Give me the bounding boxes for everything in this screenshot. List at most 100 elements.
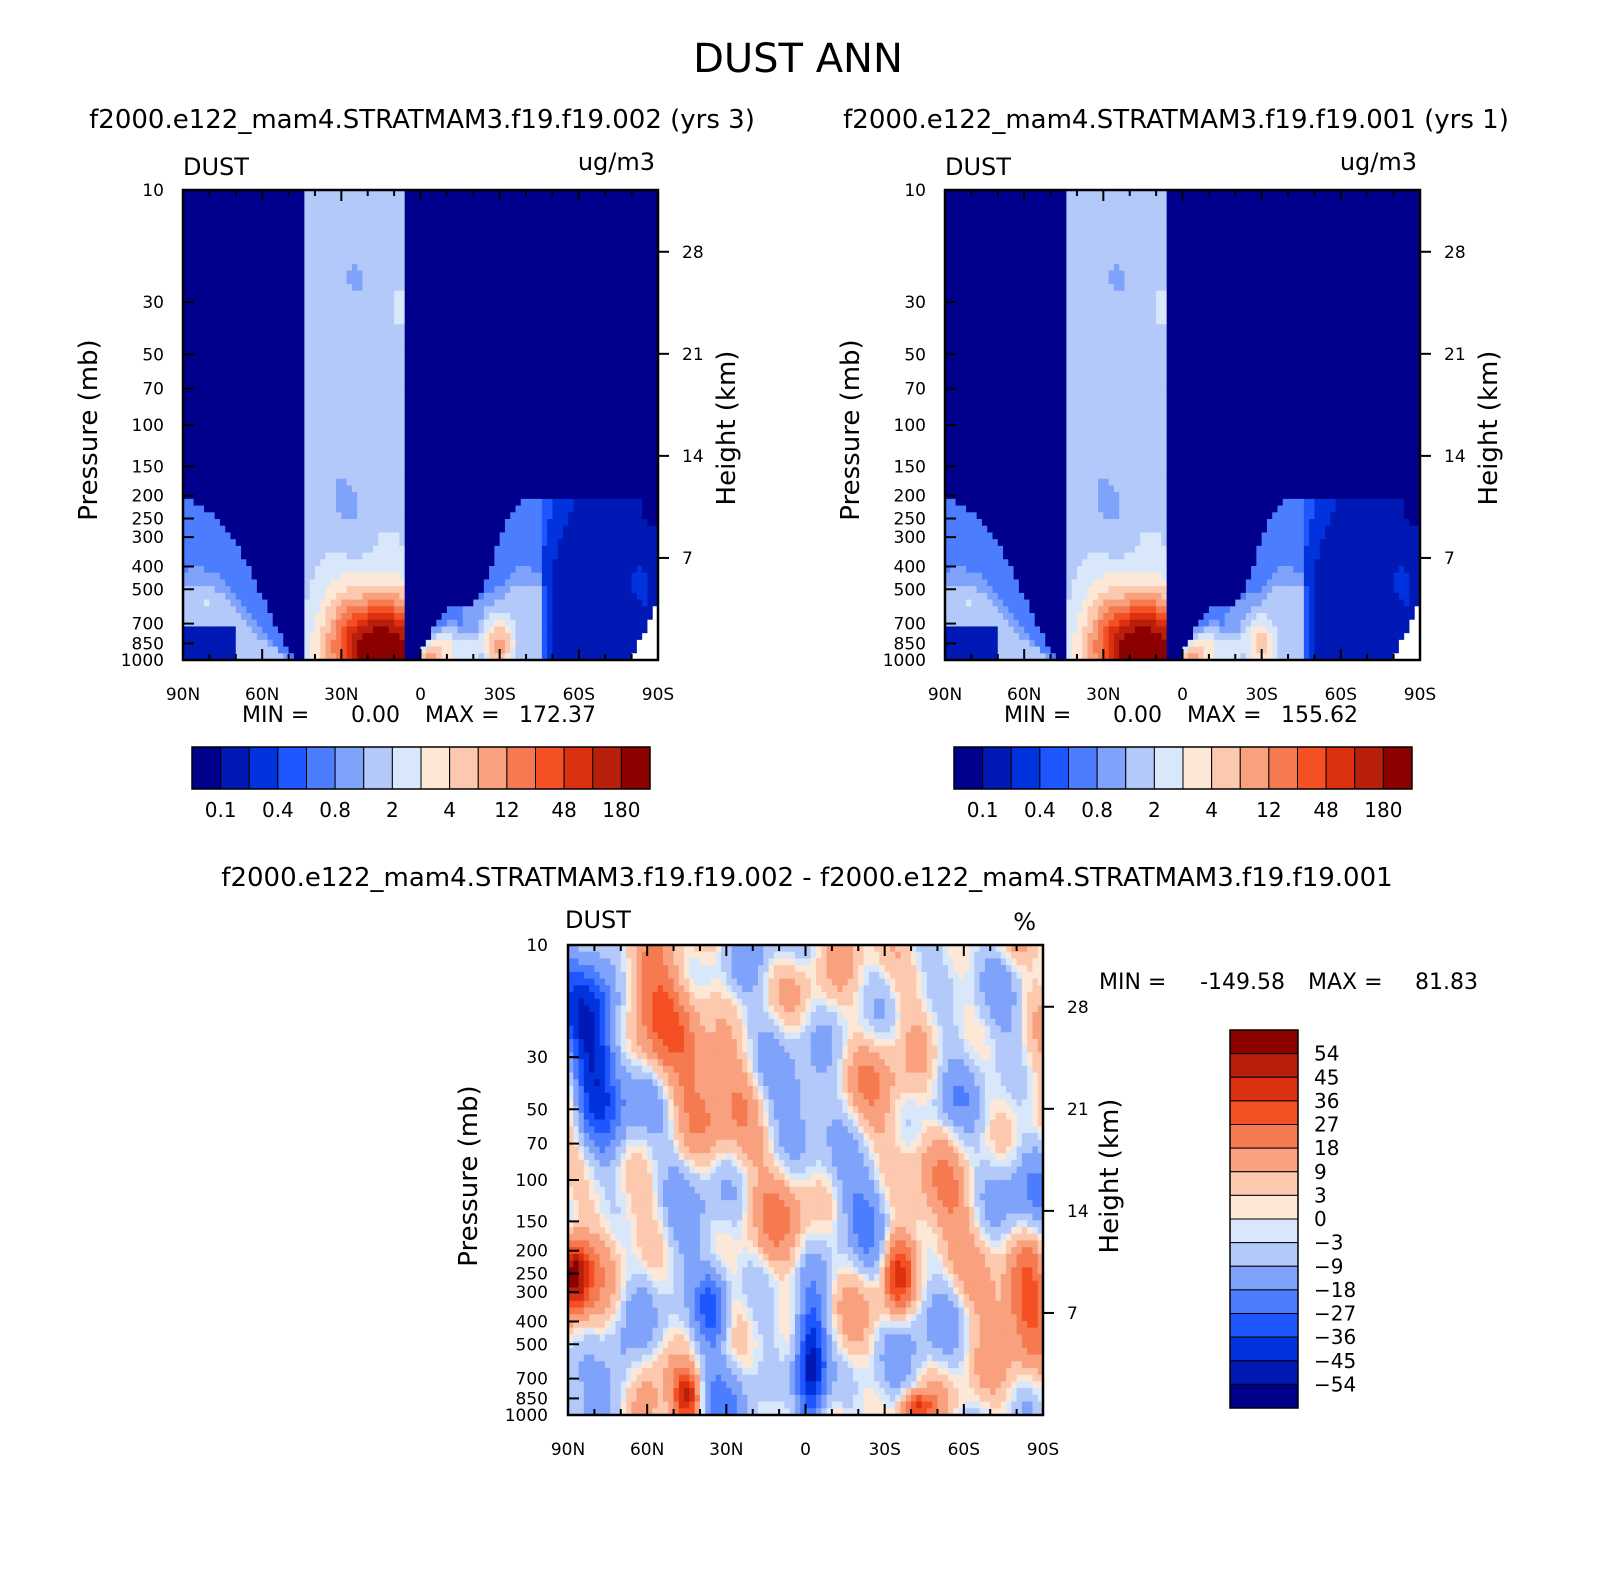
contour-cell — [220, 606, 226, 613]
contour-cell — [320, 378, 326, 385]
contour-cell — [283, 418, 289, 425]
contour-cell — [267, 371, 273, 378]
contour-cell — [299, 573, 305, 580]
contour-cell — [199, 620, 205, 627]
contour-cell — [246, 324, 252, 331]
contour-cell — [246, 465, 252, 472]
contour-cell — [315, 586, 321, 593]
contour-cell — [257, 371, 263, 378]
contour-cell — [209, 445, 215, 452]
contour-cell — [215, 324, 221, 331]
contour-cell — [262, 257, 268, 264]
contour-cell — [304, 398, 310, 405]
contour-cell — [267, 277, 273, 284]
contour-cell — [310, 311, 316, 318]
contour-cell — [320, 606, 326, 613]
contour-cell — [294, 297, 300, 304]
contour-cell — [241, 459, 247, 466]
contour-cell — [278, 526, 284, 533]
contour-cell — [299, 203, 305, 210]
contour-cell — [278, 472, 284, 479]
contour-cell — [252, 385, 258, 392]
contour-cell — [326, 620, 332, 627]
contour-cell — [326, 445, 332, 452]
contour-cell — [215, 485, 221, 492]
contour-cell — [246, 539, 252, 546]
contour-cell — [299, 512, 305, 519]
contour-cell — [273, 412, 279, 419]
contour-cell — [310, 647, 316, 654]
contour-cell — [310, 284, 316, 291]
contour-cell — [246, 250, 252, 257]
contour-cell — [299, 250, 305, 257]
contour-cell — [252, 465, 258, 472]
contour-cell — [289, 412, 295, 419]
contour-cell — [294, 633, 300, 640]
contour-cell — [278, 566, 284, 573]
contour-cell — [331, 297, 337, 304]
contour-cell — [209, 378, 215, 385]
contour-cell — [331, 217, 337, 224]
contour-cell — [278, 291, 284, 298]
contour-cell — [289, 579, 295, 586]
contour-cell — [299, 479, 305, 486]
contour-cell — [199, 210, 205, 217]
contour-cell — [220, 553, 226, 560]
contour-cell — [294, 573, 300, 580]
contour-cell — [299, 391, 305, 398]
contour-cell — [236, 250, 242, 257]
contour-cell — [320, 613, 326, 620]
contour-cell — [199, 459, 205, 466]
contour-cell — [273, 553, 279, 560]
contour-cell — [267, 250, 273, 257]
contour-cell — [310, 586, 316, 593]
contour-cell — [188, 479, 194, 486]
contour-cell — [283, 398, 289, 405]
contour-cell — [262, 640, 268, 647]
contour-cell — [278, 418, 284, 425]
contour-cell — [204, 600, 210, 607]
contour-cell — [246, 197, 252, 204]
contour-cell — [310, 371, 316, 378]
contour-cell — [209, 244, 215, 251]
contour-cell — [283, 405, 289, 412]
contour-cell — [257, 559, 263, 566]
contour-cell — [310, 566, 316, 573]
contour-cell — [209, 391, 215, 398]
contour-cell — [299, 606, 305, 613]
contour-cell — [310, 197, 316, 204]
contour-cell — [194, 613, 200, 620]
contour-cell — [241, 472, 247, 479]
contour-cell — [225, 559, 231, 566]
contour-cell — [220, 351, 226, 358]
contour-cell — [252, 559, 258, 566]
contour-cell — [273, 351, 279, 358]
contour-cell — [209, 331, 215, 338]
contour-cell — [326, 485, 332, 492]
contour-cell — [310, 579, 316, 586]
contour-cell — [310, 499, 316, 506]
contour-cell — [310, 526, 316, 533]
contour-cell — [215, 626, 221, 633]
contour-cell — [241, 230, 247, 237]
contour-cell — [304, 479, 310, 486]
contour-cell — [204, 284, 210, 291]
contour-cell — [273, 385, 279, 392]
contour-cell — [262, 485, 268, 492]
contour-cell — [315, 291, 321, 298]
contour-cell — [252, 371, 258, 378]
contour-cell — [289, 398, 295, 405]
contour-cell — [225, 237, 231, 244]
contour-cell — [204, 324, 210, 331]
contour-cell — [194, 573, 200, 580]
contour-cell — [215, 224, 221, 231]
contour-cell — [289, 472, 295, 479]
contour-cell — [304, 244, 310, 251]
contour-cell — [225, 284, 231, 291]
contour-cell — [326, 398, 332, 405]
contour-cell — [215, 318, 221, 325]
contour-cell — [289, 546, 295, 553]
contour-cell — [257, 553, 263, 560]
contour-cell — [194, 398, 200, 405]
contour-cell — [225, 405, 231, 412]
